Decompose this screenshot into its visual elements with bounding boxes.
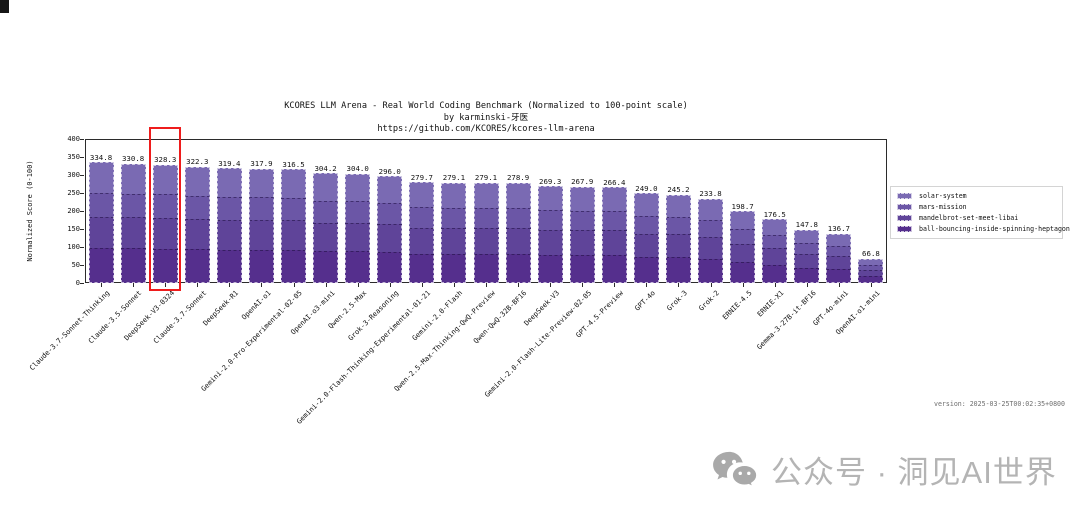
x-tick-label: Claude-3.7-Sonnet-Thinking xyxy=(28,289,112,373)
x-tick-label: Grok-2 xyxy=(697,289,722,313)
x-tick-label: OpenAI-o3-mini xyxy=(288,289,337,337)
y-tick-mark xyxy=(80,246,84,248)
x-tick-mark xyxy=(518,283,520,287)
y-tick-mark xyxy=(80,264,84,266)
y-tick-label: 300 xyxy=(67,171,80,179)
y-tick-label: 100 xyxy=(67,243,80,251)
x-tick-label: DeepSeek-V3-0324 xyxy=(122,289,176,343)
y-axis-label: Normalized Score (0-100) xyxy=(26,160,34,262)
x-tick-mark xyxy=(646,283,648,287)
x-tick-mark xyxy=(614,283,616,287)
x-tick-label: Gemma-3-27B-it-BF16 xyxy=(755,289,818,352)
x-tick-label: Qwen-2.5-Max xyxy=(326,289,369,331)
corner-artifact xyxy=(0,0,9,13)
legend: solar-system mars-mission mandelbrot-set-m… xyxy=(890,186,1070,239)
x-tick-mark xyxy=(806,283,808,287)
x-tick-mark xyxy=(582,283,584,287)
x-tick-label: Grok-3 xyxy=(665,289,690,313)
x-tick-label: DeepSeek-V3 xyxy=(522,289,561,328)
legend-label: ball-bouncing-inside-spinning-heptagon xyxy=(919,225,1070,233)
x-tick-label: DeepSeek-R1 xyxy=(201,289,241,328)
y-tick-label: 250 xyxy=(67,189,80,197)
x-tick-label: GPT-4.5-Preview xyxy=(574,289,625,340)
x-tick-label: Qwen-QwQ-32B-BF16 xyxy=(472,289,529,346)
legend-label: solar-system xyxy=(919,192,967,200)
x-tick-label: Claude-3.7-Sonnet xyxy=(151,289,208,346)
y-tick-label: 350 xyxy=(67,153,80,161)
legend-swatch xyxy=(897,193,912,199)
x-tick-mark xyxy=(742,283,744,287)
x-tick-mark xyxy=(293,283,295,287)
legend-item: mandelbrot-set-meet-libai xyxy=(897,214,1056,222)
x-tick-label: Claude-3.5-Sonnet xyxy=(87,289,144,346)
version-text: version: 2025-03-25T00:02:35+0800 xyxy=(933,400,1065,408)
x-tick-label: Gemini-2.0-Flash-Lite-Preview-02-05 xyxy=(482,289,593,399)
legend-item: solar-system xyxy=(897,192,1056,200)
wechat-icon xyxy=(713,451,758,488)
x-tick-mark xyxy=(165,283,167,287)
legend-item: ball-bouncing-inside-spinning-heptagon xyxy=(897,225,1070,233)
x-tick-label: Qwen-2.5-Max-Thinking-QwQ-Preview xyxy=(392,289,497,393)
x-tick-mark xyxy=(550,283,552,287)
y-tick-label: 200 xyxy=(67,207,80,215)
chart-title: KCORES LLM Arena - Real World Coding Ben… xyxy=(284,101,688,111)
x-tick-mark xyxy=(678,283,680,287)
y-tick-mark xyxy=(80,282,84,284)
watermark-text: 公众号 · 洞见AI世界 xyxy=(771,455,1057,490)
watermark: 公众号 · 洞见AI世界 xyxy=(712,447,1057,492)
legend-swatch xyxy=(897,215,912,221)
legend-swatch xyxy=(897,204,912,210)
x-tick-mark xyxy=(133,283,135,287)
x-tick-mark xyxy=(389,283,391,287)
x-tick-label: Gemini-2.0-Flash xyxy=(411,289,465,343)
y-tick-mark xyxy=(80,174,84,176)
y-tick-mark xyxy=(80,210,84,212)
y-tick-label: 150 xyxy=(67,225,80,233)
y-tick-mark xyxy=(80,192,84,194)
x-tick-label: ERNIE-X1 xyxy=(755,289,786,319)
y-tick-mark xyxy=(80,228,84,230)
x-tick-mark xyxy=(870,283,872,287)
y-tick-label: 400 xyxy=(67,135,80,143)
legend-swatch xyxy=(897,226,912,232)
legend-label: mandelbrot-set-meet-libai xyxy=(919,214,1019,222)
plot-area xyxy=(85,139,887,283)
x-tick-mark xyxy=(325,283,327,287)
title-block: KCORES LLM Arena - Real World Coding Ben… xyxy=(85,101,887,136)
y-tick-label: 0 xyxy=(75,279,80,287)
x-tick-mark xyxy=(453,283,455,287)
legend-label: mars-mission xyxy=(919,203,967,211)
x-tick-label: OpenAI-o1 xyxy=(239,289,273,322)
x-tick-mark xyxy=(486,283,487,287)
x-tick-label: ERNIE-4.5 xyxy=(720,289,754,322)
x-tick-mark xyxy=(774,283,776,287)
x-tick-mark xyxy=(229,283,231,287)
x-tick-label: Gemini-2.0-Pro-Experimental-02-05 xyxy=(200,289,305,393)
x-tick-mark xyxy=(357,283,359,287)
x-tick-mark xyxy=(197,283,199,287)
legend-item: mars-mission xyxy=(897,203,1056,211)
x-tick-label: Grok-3-Reasoning xyxy=(347,289,401,343)
chart-source-url: https://github.com/KCORES/kcores-llm-are… xyxy=(377,124,595,134)
x-tick-mark xyxy=(101,283,103,287)
x-tick-mark xyxy=(261,283,263,287)
x-tick-mark xyxy=(838,283,840,287)
y-tick-label: 50 xyxy=(71,261,80,269)
x-tick-mark xyxy=(710,283,712,287)
x-tick-label: OpenAI-o1-mini xyxy=(834,289,882,337)
x-tick-label: GPT-4o xyxy=(633,289,658,313)
x-tick-label: Gemini-2.0-Flash-Thinking-Experimental-0… xyxy=(295,289,433,426)
x-tick-mark xyxy=(421,283,423,287)
x-tick-label: GPT-4o-mini xyxy=(811,289,850,328)
y-tick-mark xyxy=(80,156,84,158)
y-tick-mark xyxy=(80,138,84,140)
chart-subtitle: by karminski-牙医 xyxy=(443,112,529,123)
